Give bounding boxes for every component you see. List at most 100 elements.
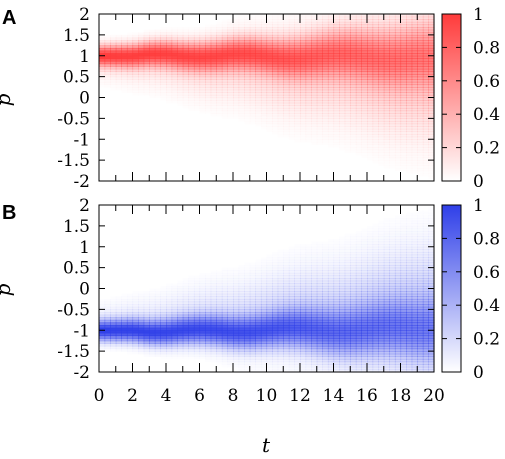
heatmap-cell [182,351,189,355]
heatmap-cell [311,301,318,305]
heatmap-cell [255,304,262,308]
heatmap-cell [322,24,329,28]
heatmap-cell [361,40,368,44]
heatmap-cell [361,115,368,119]
heatmap-cell [394,134,402,138]
heatmap-cell [394,254,402,258]
heatmap-cell [417,21,424,26]
heatmap-cell [339,76,346,80]
heatmap-cell [216,304,223,308]
heatmap-cell [316,267,323,271]
heatmap-cell [238,330,245,334]
heatmap-cell [188,76,195,80]
heatmap-cell [160,322,167,326]
heatmap-cell [199,330,206,334]
heatmap-cell [300,50,307,54]
heatmap-cell [272,280,279,284]
heatmap-cell [327,32,335,36]
heatmap-cell [355,338,363,342]
heatmap-cell [193,298,201,303]
heatmap-cell [305,325,312,329]
heatmap-cell [272,102,279,106]
heatmap-cell [372,89,379,93]
heatmap-cell [143,42,150,46]
heatmap-cell [333,107,340,112]
heatmap-cell [210,327,217,331]
heatmap-cell [422,74,430,78]
heatmap-cell [394,71,402,75]
heatmap-cell [322,364,329,368]
heatmap-cell [115,42,122,46]
heatmap-cell [138,50,145,54]
heatmap-cell [355,89,363,93]
heatmap-cell [389,361,396,365]
heatmap-cell [255,356,262,360]
heatmap-cell [177,343,184,347]
heatmap-cell [344,113,351,117]
heatmap-cell [277,348,284,352]
heatmap-cell [227,58,234,62]
heatmap-cell [300,110,307,114]
heatmap-cell [115,309,122,313]
colorbar-tick-label: 0.6 [473,72,500,92]
heatmap-cell [283,330,290,334]
heatmap-cell [288,332,296,337]
heatmap-cell [261,126,267,129]
heatmap-cell [294,304,301,308]
heatmap-cell [372,319,379,324]
heatmap-cell [400,366,407,370]
heatmap-cell [383,118,390,122]
heatmap-cell [378,79,385,83]
heatmap-cell [160,47,167,52]
heatmap-cell [367,278,374,282]
heatmap-cell [260,298,268,303]
heatmap-cell [294,139,300,142]
heatmap-cell [411,304,418,308]
heatmap-cell [272,356,279,360]
heatmap-cell [333,338,340,342]
heatmap-cell [400,87,407,91]
heatmap-cell [394,251,402,256]
heatmap-cell [400,102,407,106]
heatmap-cell [277,71,284,75]
heatmap-cell [266,81,273,86]
heatmap-cell [361,102,368,106]
heatmap-cell [394,89,402,93]
heatmap-cell [260,345,268,350]
heatmap-cell [227,311,234,316]
heatmap-cell [249,34,256,39]
heatmap-cell [389,311,396,316]
heatmap-cell [417,102,424,106]
heatmap-cell [394,356,402,360]
heatmap-cell [316,322,323,326]
heatmap-cell [350,272,357,277]
heatmap-cell [132,340,139,344]
heatmap-cell [233,24,240,28]
heatmap-cell [99,84,105,87]
heatmap-cell [400,311,407,316]
heatmap-cell [216,79,223,83]
heatmap-cell [300,265,307,269]
heatmap-cell [126,319,134,324]
heatmap-cell [255,68,262,73]
heatmap-cell [233,60,240,65]
heatmap-cell [394,327,402,331]
heatmap-cell [417,58,424,62]
heatmap-cell [182,42,189,46]
heatmap-cell [372,309,379,313]
heatmap-cell [244,45,251,49]
heatmap-cell [288,267,296,271]
heatmap-cell [294,42,301,46]
heatmap-cell [428,102,435,106]
heatmap-cell [378,272,385,277]
heatmap-cell [350,21,357,26]
heatmap-cell [177,314,184,318]
heatmap-cell [327,115,335,119]
heatmap-cell [233,314,240,318]
heatmap-cell [166,335,173,339]
heatmap-cell [389,283,396,287]
heatmap-cell [355,58,363,62]
heatmap-cell [188,60,195,65]
heatmap-cell [361,66,368,70]
heatmap-cell [411,123,418,127]
